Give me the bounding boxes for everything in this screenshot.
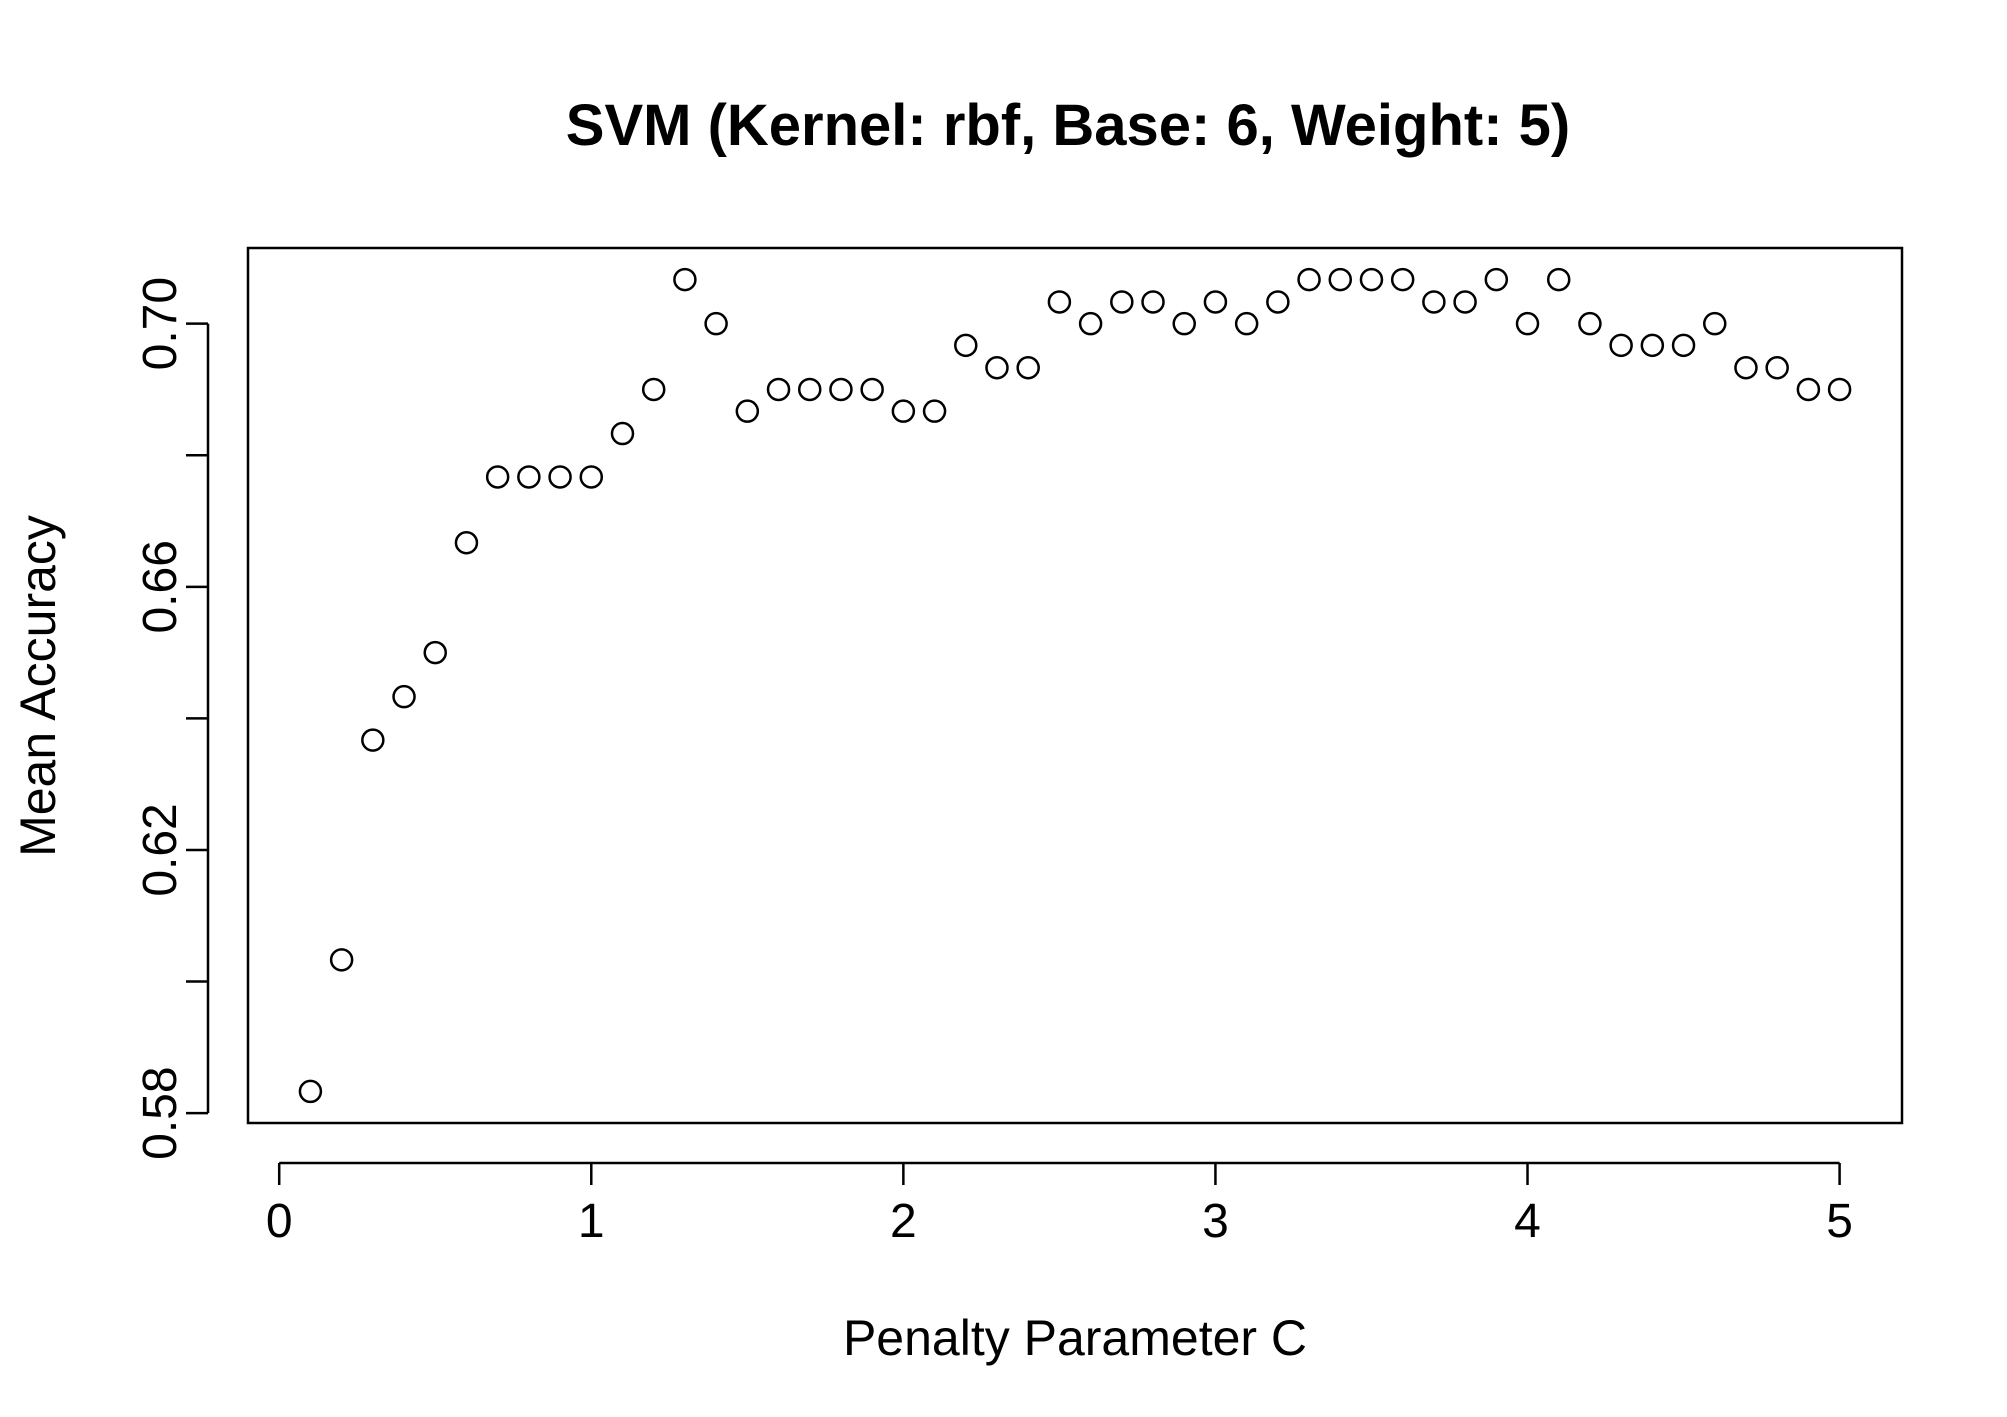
data-point xyxy=(891,399,916,423)
data-point xyxy=(1546,267,1571,292)
data-point xyxy=(1078,311,1103,336)
data-point xyxy=(860,377,884,402)
data-point xyxy=(1703,311,1727,336)
data-point xyxy=(1453,290,1477,314)
data-point xyxy=(1609,333,1633,358)
data-point xyxy=(1047,290,1072,314)
x-tick-label: 2 xyxy=(890,1195,917,1248)
data-point xyxy=(766,377,791,402)
data-point xyxy=(954,333,978,358)
y-tick-label: 0.70 xyxy=(134,277,187,370)
x-axis-label: Penalty Parameter C xyxy=(843,1310,1307,1366)
data-point xyxy=(1203,290,1228,314)
data-point xyxy=(1484,267,1509,292)
chart-title: SVM (Kernel: rbf, Base: 6, Weight: 5) xyxy=(566,93,1570,158)
data-point xyxy=(1297,267,1321,292)
y-tick-label: 0.62 xyxy=(134,803,187,896)
data-point xyxy=(1827,377,1852,402)
data-point xyxy=(1016,355,1040,380)
x-tick-label: 0 xyxy=(266,1195,293,1248)
data-point xyxy=(1640,333,1665,358)
data-point xyxy=(1328,267,1353,292)
data-point xyxy=(1422,290,1446,314)
data-point xyxy=(1671,333,1696,358)
data-point xyxy=(673,267,697,292)
data-point xyxy=(797,377,822,402)
data-point xyxy=(1390,267,1415,292)
data-point xyxy=(735,399,760,423)
data-point xyxy=(922,399,947,423)
data-point xyxy=(548,465,572,489)
data-point xyxy=(1796,377,1821,402)
x-tick-label: 4 xyxy=(1514,1195,1541,1248)
x-tick-label: 5 xyxy=(1826,1195,1853,1248)
x-axis: 0 1 2 3 4 5 xyxy=(266,1161,1853,1248)
data-point xyxy=(454,530,479,555)
data-point xyxy=(610,421,635,446)
y-axis-label: Mean Accuracy xyxy=(10,515,66,857)
data-point xyxy=(517,465,541,489)
data-point xyxy=(1266,290,1290,314)
plot-frame xyxy=(246,246,1904,1125)
data-point xyxy=(423,640,447,665)
data-point xyxy=(579,465,604,489)
y-tick-label: 0.58 xyxy=(134,1066,187,1159)
data-point xyxy=(361,728,385,752)
data-point xyxy=(985,355,1009,380)
y-tick-label: 0.66 xyxy=(134,540,187,633)
data-point xyxy=(1359,267,1384,292)
data-point xyxy=(1515,311,1540,336)
data-point xyxy=(1578,311,1602,336)
data-point xyxy=(1734,355,1758,380)
data-point xyxy=(829,377,853,402)
data-point xyxy=(298,1079,323,1104)
data-point xyxy=(1765,355,1789,380)
data-point xyxy=(485,465,510,489)
data-points xyxy=(298,267,1852,1104)
data-point xyxy=(392,684,416,709)
data-point xyxy=(1141,290,1165,314)
y-axis: 0.58 0.62 0.66 0.70 xyxy=(134,277,210,1160)
x-tick-label: 1 xyxy=(578,1195,605,1248)
x-tick-label: 3 xyxy=(1202,1195,1229,1248)
data-point xyxy=(329,948,354,972)
data-point xyxy=(704,311,728,336)
data-point xyxy=(1234,311,1259,336)
data-point xyxy=(1110,290,1134,314)
data-point xyxy=(1172,311,1196,336)
data-point xyxy=(641,377,666,402)
